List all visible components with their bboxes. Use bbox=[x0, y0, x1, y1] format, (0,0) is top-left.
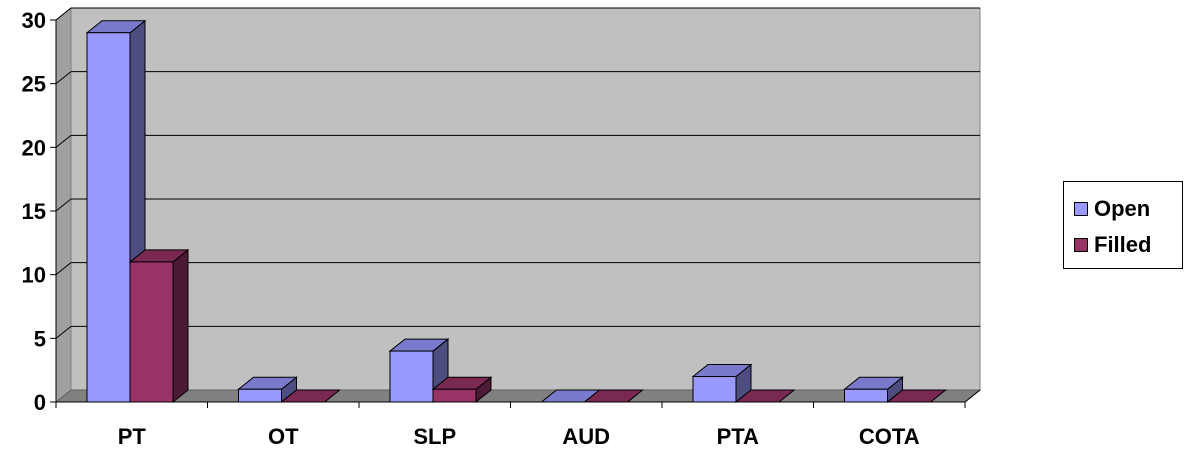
x-axis-end bbox=[964, 389, 981, 403]
y-tick-label: 10 bbox=[22, 263, 46, 288]
bar-front bbox=[238, 388, 282, 403]
y-tick-label: 20 bbox=[22, 135, 46, 160]
y-tick-label: 5 bbox=[34, 326, 46, 351]
bar-open-pta bbox=[691, 363, 753, 404]
bar-filled-pt bbox=[128, 248, 190, 404]
bar-side bbox=[172, 248, 189, 404]
y-tick-label: 15 bbox=[22, 199, 46, 224]
plot-floor bbox=[54, 389, 982, 403]
bar-front bbox=[692, 376, 737, 403]
bar-filled-cota bbox=[886, 389, 947, 403]
x-tick-label: COTA bbox=[859, 424, 920, 449]
bar-filled-slp bbox=[431, 376, 493, 404]
legend-label-open: Open bbox=[1094, 196, 1151, 221]
x-tick-label: PT bbox=[118, 424, 147, 449]
bar-front bbox=[844, 388, 888, 403]
bar-front bbox=[389, 350, 434, 403]
x-tick-label: OT bbox=[268, 424, 299, 449]
y-tick-label: 0 bbox=[34, 390, 46, 415]
legend-swatch-open bbox=[1074, 202, 1088, 216]
gridline-side bbox=[55, 7, 72, 21]
bar-open-cota bbox=[843, 376, 904, 404]
bar-front bbox=[432, 388, 477, 403]
x-tick-label: PTA bbox=[717, 424, 759, 449]
x-tick-label: AUD bbox=[562, 424, 610, 449]
plot-area bbox=[54, 6, 982, 404]
bar-front bbox=[129, 261, 174, 403]
gridline-side bbox=[55, 134, 72, 148]
bar-front bbox=[86, 32, 131, 403]
y-tick-label: 30 bbox=[22, 8, 46, 33]
legend-item-filled: Filled bbox=[1074, 232, 1151, 258]
legend: Open Filled bbox=[1063, 181, 1183, 269]
bar-filled-aud bbox=[583, 389, 644, 403]
gridline-side bbox=[55, 71, 72, 85]
gridline-side bbox=[55, 325, 72, 339]
legend-label-filled: Filled bbox=[1094, 232, 1152, 257]
x-tick-label: SLP bbox=[413, 424, 456, 449]
bar-open-ot bbox=[237, 376, 298, 404]
gridline-side bbox=[55, 198, 72, 212]
y-tick-label: 25 bbox=[22, 72, 46, 97]
legend-swatch-filled bbox=[1074, 238, 1088, 252]
legend-item-open: Open bbox=[1074, 196, 1150, 222]
bars bbox=[85, 19, 947, 404]
axes: 0 5 10 15 20 25 30 PT OT SLP AUD PTA COTA bbox=[22, 8, 981, 449]
gridline-side bbox=[55, 262, 72, 276]
bar-open-slp bbox=[388, 338, 450, 404]
